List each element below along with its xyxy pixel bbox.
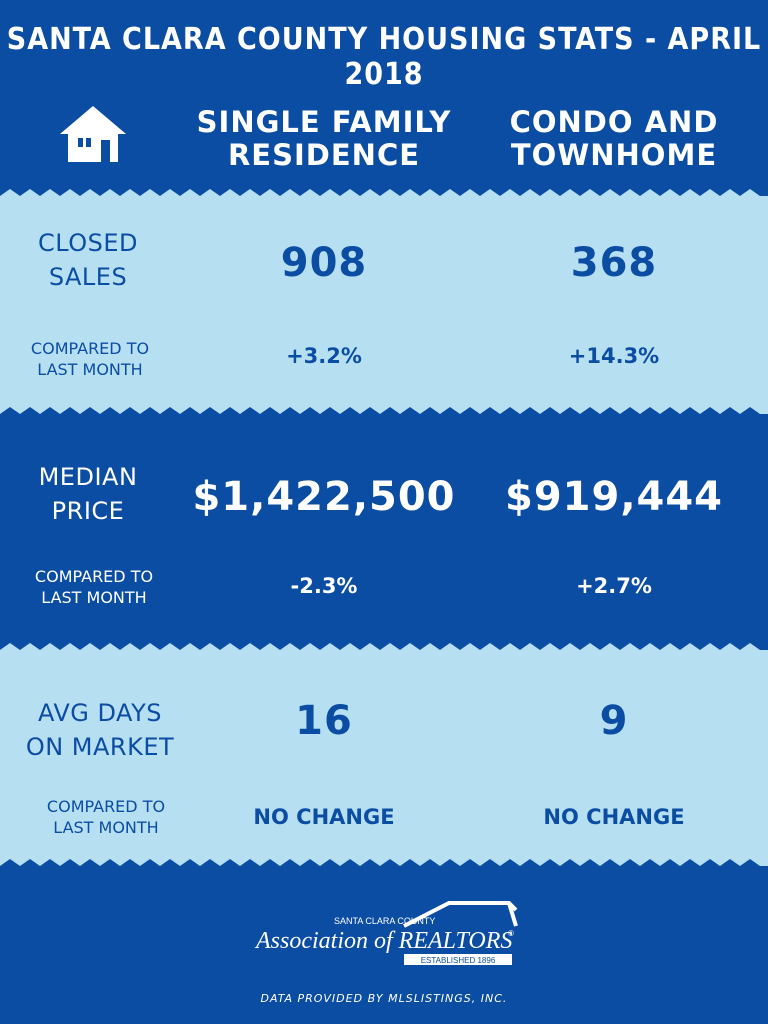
footer-credit: DATA PROVIDED BY MLSLISTINGS, INC. (260, 992, 508, 1005)
closed-sales-section: CLOSED SALES 908 368 COMPARED TO LAST MO… (0, 196, 768, 414)
label-line: AVG DAYS (37, 699, 163, 727)
compare-line: LAST MONTH (41, 588, 147, 607)
sfr-closed-sales-change: +3.2% (286, 344, 362, 368)
sfr-avg-days-change: NO CHANGE (253, 805, 395, 829)
median-price-label: MEDIAN PRICE (18, 460, 158, 528)
closed-sales-label: CLOSED SALES (18, 226, 158, 294)
sfr-closed-sales-value: 908 (280, 240, 368, 286)
condo-median-price-change: +2.7% (576, 574, 652, 598)
compared-to-label: COMPARED TO LAST MONTH (10, 338, 170, 380)
logo-main-text: Association of REALTORS (254, 928, 512, 954)
sfr-median-price-value: $1,422,500 (192, 474, 456, 520)
logo-top-text: SANTA CLARA COUNTY (334, 916, 435, 926)
column-header-condo: CONDO AND TOWNHOME (484, 106, 744, 172)
compared-to-label: COMPARED TO LAST MONTH (26, 796, 186, 838)
page-title: SANTA CLARA COUNTY HOUSING STATS - APRIL… (6, 22, 762, 92)
label-line: PRICE (51, 497, 125, 525)
association-of-realtors-logo: SANTA CLARA COUNTY Association of REALTO… (254, 901, 518, 965)
column-header-line: RESIDENCE (227, 138, 421, 172)
condo-closed-sales-value: 368 (570, 240, 658, 286)
column-header-single-family: SINGLE FAMILY RESIDENCE (194, 106, 454, 172)
zigzag-divider (0, 859, 768, 873)
column-header-line: TOWNHOME (510, 138, 718, 172)
avg-days-label: AVG DAYS ON MARKET (20, 696, 180, 764)
compare-line: LAST MONTH (53, 818, 159, 837)
condo-closed-sales-change: +14.3% (568, 344, 660, 368)
label-line: CLOSED (37, 229, 139, 257)
condo-avg-days-change: NO CHANGE (543, 805, 685, 829)
zigzag-divider (0, 643, 768, 657)
label-line: SALES (48, 263, 128, 291)
compare-line: COMPARED TO (46, 797, 166, 816)
sfr-median-price-change: -2.3% (290, 574, 358, 598)
zigzag-divider (0, 407, 768, 421)
condo-median-price-value: $919,444 (504, 474, 724, 520)
compare-line: LAST MONTH (37, 360, 143, 379)
logo-registered-mark: ® (508, 929, 514, 938)
zigzag-divider (0, 189, 768, 203)
column-header-line: SINGLE FAMILY (196, 105, 452, 139)
sfr-avg-days-value: 16 (295, 698, 353, 744)
median-price-section: MEDIAN PRICE $1,422,500 $919,444 COMPARE… (0, 414, 768, 650)
compare-line: COMPARED TO (30, 339, 150, 358)
label-line: ON MARKET (25, 733, 175, 761)
condo-avg-days-value: 9 (599, 698, 629, 744)
house-icon (60, 106, 126, 162)
avg-days-section: AVG DAYS ON MARKET 16 9 COMPARED TO LAST… (0, 650, 768, 866)
compared-to-label: COMPARED TO LAST MONTH (14, 566, 174, 608)
logo-sub-text: ESTABLISHED 1896 (421, 956, 496, 965)
label-line: MEDIAN (38, 463, 138, 491)
compare-line: COMPARED TO (34, 567, 154, 586)
column-header-line: CONDO AND (509, 105, 719, 139)
